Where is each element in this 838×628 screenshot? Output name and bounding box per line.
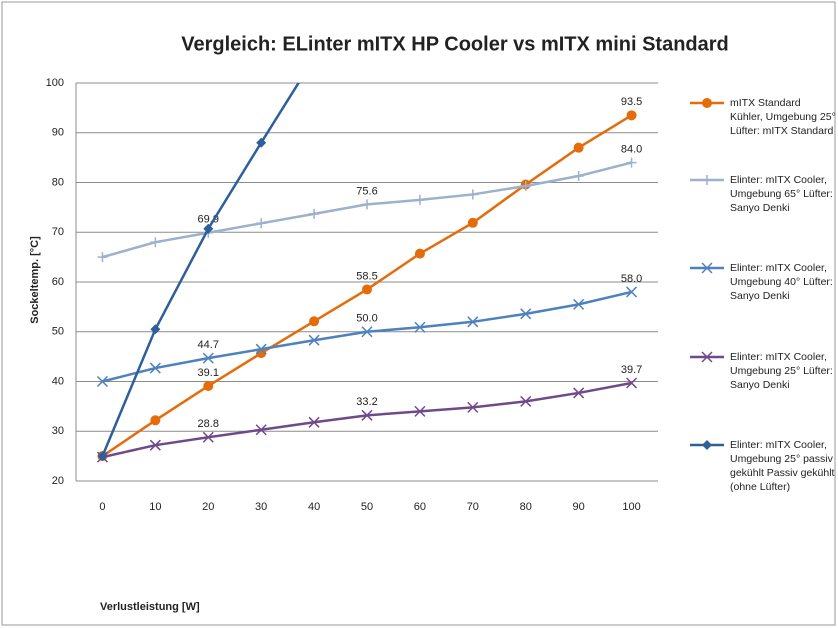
point bbox=[202, 352, 214, 364]
point bbox=[150, 324, 161, 335]
point bbox=[414, 248, 425, 259]
point bbox=[702, 175, 712, 185]
data-label: 75.6 bbox=[356, 185, 377, 197]
x-tick-label: 0 bbox=[99, 501, 105, 513]
point bbox=[520, 308, 532, 320]
x-tick-label: 60 bbox=[414, 501, 426, 513]
x-tick-label: 90 bbox=[573, 501, 585, 513]
y-tick-label: 90 bbox=[52, 127, 64, 139]
point bbox=[626, 377, 638, 389]
point bbox=[309, 208, 320, 219]
point bbox=[414, 321, 426, 333]
data-label: 69.9 bbox=[198, 214, 219, 226]
legend-entry: Elinter: mITX Cooler, Umgebung 25° passi… bbox=[730, 439, 835, 493]
point bbox=[256, 218, 267, 229]
legend-entry: Elinter: mITX Cooler, Umgebung 25° Lüfte… bbox=[730, 351, 833, 391]
point bbox=[149, 439, 161, 451]
point bbox=[573, 171, 584, 182]
point bbox=[97, 451, 108, 462]
data-label: 58.0 bbox=[621, 273, 642, 285]
point bbox=[149, 362, 161, 374]
point bbox=[308, 334, 320, 346]
y-tick-label: 30 bbox=[52, 425, 64, 437]
y-tick-label: 50 bbox=[52, 326, 64, 338]
point bbox=[701, 262, 713, 274]
data-label: 28.8 bbox=[198, 418, 219, 430]
chart-title: Vergleich: ELinter mITX HP Cooler vs mIT… bbox=[181, 33, 729, 55]
point bbox=[467, 189, 478, 200]
y-tick-label: 80 bbox=[52, 176, 64, 188]
point bbox=[520, 395, 532, 407]
point bbox=[256, 137, 267, 148]
y-tick-label: 40 bbox=[52, 375, 64, 387]
point bbox=[467, 217, 478, 228]
point bbox=[308, 416, 320, 428]
y-tick-label: 100 bbox=[46, 77, 64, 89]
point bbox=[150, 237, 161, 248]
x-tick-label: 10 bbox=[149, 501, 161, 513]
data-label: 93.5 bbox=[621, 96, 642, 108]
data-label: 33.2 bbox=[356, 396, 377, 408]
y-tick-label: 70 bbox=[52, 226, 64, 238]
point bbox=[362, 284, 372, 295]
x-tick-label: 40 bbox=[308, 501, 320, 513]
legend-entry: mITX Standard Kühler, Umgebung 25° Lüfte… bbox=[730, 97, 836, 137]
x-tick-label: 30 bbox=[255, 501, 267, 513]
y-tick-label: 20 bbox=[52, 475, 64, 487]
point bbox=[467, 316, 479, 328]
point bbox=[361, 326, 373, 338]
y-tick-label: 60 bbox=[52, 276, 64, 288]
point bbox=[573, 142, 584, 153]
data-label: 44.7 bbox=[198, 339, 219, 351]
x-tick-label: 80 bbox=[520, 501, 532, 513]
point bbox=[467, 401, 479, 413]
data-label: 39.7 bbox=[621, 364, 642, 376]
data-label: 84.0 bbox=[621, 144, 642, 156]
point bbox=[150, 415, 161, 426]
point bbox=[702, 440, 712, 450]
point bbox=[361, 409, 373, 421]
point bbox=[520, 180, 531, 191]
data-label: 58.5 bbox=[356, 270, 377, 282]
legend-entry: Elinter: mITX Cooler, Umgebung 65° Lüfte… bbox=[730, 174, 833, 214]
legend-entry: Elinter: mITX Cooler, Umgebung 40° Lüfte… bbox=[730, 262, 833, 302]
point bbox=[97, 252, 108, 263]
x-tick-label: 50 bbox=[361, 501, 373, 513]
point bbox=[362, 199, 372, 210]
point bbox=[414, 194, 425, 205]
point bbox=[573, 387, 585, 399]
point bbox=[573, 298, 585, 310]
y-axis-label: Sockeltemp. [°C] bbox=[29, 236, 41, 324]
point bbox=[203, 223, 214, 234]
point bbox=[414, 405, 426, 417]
data-label: 50.0 bbox=[356, 313, 377, 325]
point bbox=[96, 375, 108, 388]
point bbox=[203, 380, 214, 391]
point bbox=[626, 110, 637, 121]
point bbox=[309, 316, 320, 327]
point bbox=[255, 424, 267, 436]
x-axis-label: Verlustleistung [W] bbox=[100, 601, 200, 613]
point bbox=[255, 343, 267, 355]
point bbox=[202, 431, 214, 443]
x-tick-label: 70 bbox=[467, 501, 479, 513]
point bbox=[626, 157, 637, 168]
x-tick-label: 20 bbox=[202, 501, 214, 513]
x-tick-label: 100 bbox=[622, 501, 640, 513]
point bbox=[701, 351, 713, 363]
data-label: 39.1 bbox=[198, 367, 219, 379]
point bbox=[702, 98, 712, 108]
point bbox=[626, 286, 638, 298]
